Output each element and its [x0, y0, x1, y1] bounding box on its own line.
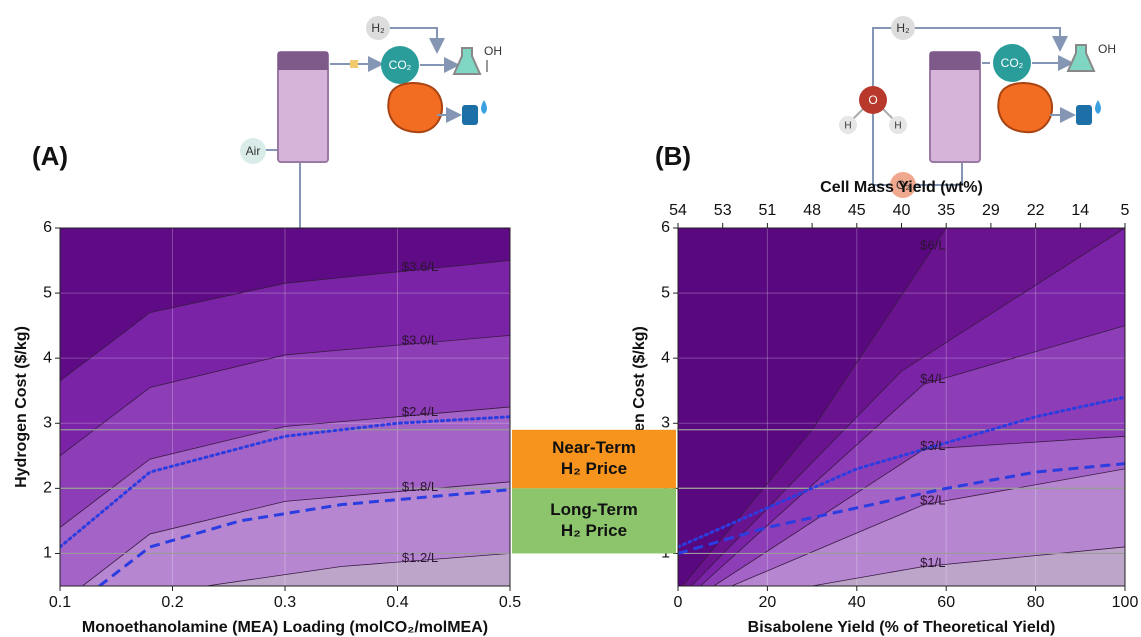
y-tick-label: 5: [661, 284, 670, 301]
x-tick-label: 60: [937, 594, 955, 611]
y-tick-label: 4: [661, 349, 670, 366]
y-tick-label: 3: [43, 414, 52, 431]
cell: [388, 83, 442, 132]
x2-tick-label: 14: [1071, 202, 1089, 219]
contour-label: $3.0/L: [402, 333, 438, 348]
price-band-label: Near-Term: [552, 438, 636, 457]
contour-label: $3.6/L: [402, 259, 438, 274]
label: H: [844, 121, 851, 132]
fuel-pump: [1076, 105, 1092, 125]
x2-tick-label: 5: [1121, 202, 1130, 219]
price-band-label: Long-Term: [550, 500, 638, 519]
x-tick-label: 0.5: [499, 594, 521, 611]
x2-tick-label: 40: [893, 202, 911, 219]
label: H: [894, 121, 901, 132]
label: OH: [484, 44, 502, 58]
x2-axis-label: Cell Mass Yield (wt%): [820, 179, 983, 196]
x-tick-label: 0.4: [386, 594, 408, 611]
y-tick-label: 1: [43, 545, 52, 562]
contour-label: $4/L: [920, 371, 945, 386]
x2-tick-label: 48: [803, 202, 821, 219]
label: H₂: [371, 21, 385, 35]
y-tick-label: 2: [43, 480, 52, 497]
contour-label: $6/L: [920, 238, 945, 253]
x2-tick-label: 45: [848, 202, 866, 219]
panel-title: (B): [655, 141, 691, 171]
dot: [350, 60, 358, 68]
x-axis-label: Bisabolene Yield (% of Theoretical Yield…: [748, 619, 1056, 636]
label: Air: [246, 144, 261, 158]
price-band-label: H₂ Price: [561, 459, 627, 478]
reactor-top: [278, 52, 328, 70]
contour-label: $1.8/L: [402, 479, 438, 494]
price-band-label: H₂ Price: [561, 521, 627, 540]
y-tick-label: 5: [43, 284, 52, 301]
drop: [1095, 100, 1101, 114]
figure: H₂ CO₂ Air OH H₂ O H H CO₂ O₂ OH $1.2/L$…: [0, 0, 1141, 637]
flask: [1068, 45, 1094, 71]
x-tick-label: 0.3: [274, 594, 296, 611]
contour-label: $2.4/L: [402, 404, 438, 419]
label: CO₂: [389, 58, 412, 72]
y-tick-label: 6: [43, 219, 52, 236]
schematic-b: H₂ O H H CO₂ O₂ OH: [839, 16, 1116, 198]
label: H₂: [896, 21, 910, 35]
schematic-a: H₂ CO₂ Air OH: [240, 16, 502, 240]
y-tick-label: 4: [43, 349, 52, 366]
x-tick-label: 0.1: [49, 594, 71, 611]
contour-label: $3/L: [920, 438, 945, 453]
panel-title: (A): [32, 141, 68, 171]
x-tick-label: 0.2: [161, 594, 183, 611]
x-tick-label: 20: [759, 594, 777, 611]
contour-label: $2/L: [920, 492, 945, 507]
reactor-top: [930, 52, 980, 70]
arrow: [252, 150, 300, 240]
x2-tick-label: 22: [1027, 202, 1045, 219]
x-tick-label: 80: [1027, 594, 1045, 611]
y-tick-label: 3: [661, 414, 670, 431]
fuel-pump: [462, 105, 478, 125]
label: OH: [1098, 42, 1116, 56]
x2-tick-label: 51: [759, 202, 777, 219]
x2-tick-label: 53: [714, 202, 732, 219]
x2-tick-label: 35: [937, 202, 955, 219]
label: CO₂: [1001, 56, 1024, 70]
drop: [481, 100, 487, 114]
plot-area: [678, 228, 1125, 586]
x-tick-label: 100: [1112, 594, 1139, 611]
y-axis-label: Hydrogen Cost ($/kg): [13, 326, 30, 488]
y-tick-label: 6: [661, 219, 670, 236]
x2-tick-label: 54: [669, 202, 687, 219]
label: O: [868, 93, 877, 107]
x2-tick-label: 29: [982, 202, 1000, 219]
contour-label: $1.2/L: [402, 550, 438, 565]
cell: [998, 83, 1052, 132]
x-tick-label: 40: [848, 594, 866, 611]
plot-area: [60, 228, 510, 586]
x-axis-label: Monoethanolamine (MEA) Loading (molCO₂/m…: [82, 619, 488, 636]
contour-label: $1/L: [920, 555, 945, 570]
flask: [454, 48, 480, 74]
x-tick-label: 0: [674, 594, 683, 611]
